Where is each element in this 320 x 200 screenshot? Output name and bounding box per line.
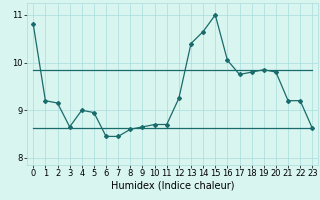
X-axis label: Humidex (Indice chaleur): Humidex (Indice chaleur)	[111, 181, 235, 191]
